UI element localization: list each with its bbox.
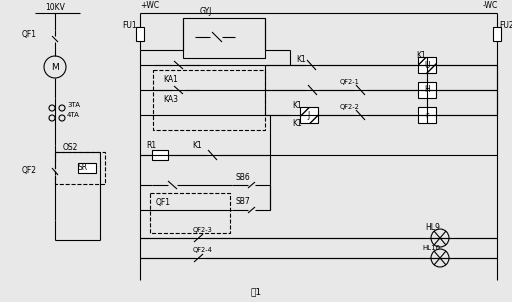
Text: QF2-2: QF2-2 [340, 104, 360, 110]
Text: KA3: KA3 [163, 95, 178, 104]
Text: 图1: 图1 [250, 288, 262, 297]
Text: QF2-1: QF2-1 [340, 79, 360, 85]
Bar [418, 107, 436, 123]
Text: -WC: -WC [483, 1, 498, 9]
Text: K1: K1 [292, 101, 302, 110]
Bar [418, 57, 436, 73]
Text: FU1: FU1 [122, 21, 137, 30]
Text: KA1: KA1 [163, 76, 178, 85]
Text: QF2-4: QF2-4 [193, 247, 213, 253]
Text: QF1: QF1 [156, 198, 171, 207]
Bar [136, 27, 144, 41]
Bar [78, 163, 96, 173]
Text: 3TA: 3TA [67, 102, 80, 108]
Text: R1: R1 [146, 142, 156, 150]
Text: OS2: OS2 [63, 143, 78, 152]
Bar [493, 27, 501, 41]
Text: M: M [51, 63, 59, 72]
Text: H: H [424, 85, 430, 95]
Text: HL10: HL10 [422, 245, 440, 251]
Text: 10KV: 10KV [45, 2, 65, 11]
Bar [150, 193, 230, 233]
Text: QF1: QF1 [22, 30, 37, 38]
Bar [183, 18, 265, 58]
Bar [152, 150, 168, 160]
Text: SB7: SB7 [235, 198, 250, 207]
Bar [300, 107, 318, 123]
Bar [418, 82, 436, 98]
Bar [55, 152, 105, 184]
Text: J: J [308, 111, 310, 120]
Text: K1: K1 [416, 50, 426, 59]
Text: +WC: +WC [140, 1, 159, 9]
Bar [153, 70, 265, 130]
Text: GYJ: GYJ [200, 8, 212, 17]
Text: SR: SR [77, 163, 87, 172]
Text: FU2: FU2 [499, 21, 512, 30]
Text: K1: K1 [296, 56, 306, 65]
Text: K1: K1 [192, 142, 202, 150]
Text: HL9: HL9 [425, 223, 440, 233]
Text: SB6: SB6 [235, 172, 250, 182]
Text: QF2-3: QF2-3 [193, 227, 213, 233]
Text: 4TA: 4TA [67, 112, 80, 118]
Text: U: U [424, 60, 430, 69]
Text: K1: K1 [292, 120, 302, 128]
Text: QF2: QF2 [22, 165, 37, 175]
Text: r: r [425, 111, 429, 120]
